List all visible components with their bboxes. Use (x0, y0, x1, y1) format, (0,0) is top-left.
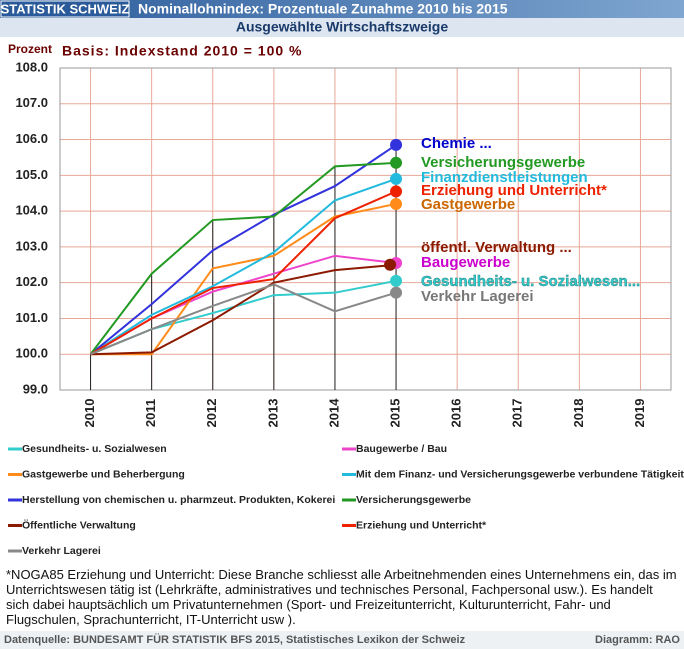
x-tick-label: 2013 (265, 399, 280, 428)
legend-label: Verkehr Lagerei (22, 545, 101, 557)
y-tick-label: 106.0 (15, 131, 48, 146)
subtitle-bar (0, 18, 684, 37)
plot-frame (59, 67, 672, 391)
series-line (90, 190, 397, 356)
series-end-label: Verkehr Lagerei (421, 288, 534, 305)
series-end-label: öffentl. Verwaltung ... (421, 239, 572, 256)
series-line (89, 161, 397, 355)
series-line (89, 144, 397, 355)
end-marker (390, 197, 403, 210)
source-bar (0, 631, 684, 649)
header-bar (0, 0, 684, 18)
x-tick-label: 2015 (387, 399, 402, 428)
x-tick-label: 2018 (571, 399, 586, 428)
legend-label: Herstellung von chemischen u. pharmzeut.… (22, 494, 335, 506)
series-end-label: Baugewerbe (421, 254, 510, 271)
end-marker (390, 172, 403, 185)
chart-subtitle: Ausgewählte Wirtschaftszweige (236, 19, 448, 35)
end-marker (384, 258, 397, 271)
legend-label: Gesundheits- u. Sozialwesen (22, 443, 167, 455)
x-tick-label: 2019 (632, 399, 647, 428)
end-marker (390, 138, 403, 151)
credit: Diagramm: RAO (595, 634, 680, 646)
y-tick-label: 100.0 (15, 346, 48, 361)
y-axis-label: Prozent (8, 42, 52, 56)
annotation: Basis: Indexstand 2010 = 100 % (62, 43, 303, 59)
legend-label: Öffentliche Verwaltung (22, 518, 136, 531)
legend-label: Mit dem Finanz- und Versicherungsgewerbe… (356, 468, 684, 480)
y-tick-label: 103.0 (15, 238, 48, 253)
series-end-label: Finanzdienstleistungen (421, 169, 588, 186)
y-tick-label: 101.0 (15, 310, 48, 325)
end-marker (390, 286, 403, 299)
footnote: *NOGA85 Erziehung und Unterricht: Diese … (6, 567, 677, 627)
series-line (90, 263, 397, 356)
end-marker (390, 274, 403, 287)
x-tick-label: 2010 (82, 399, 97, 428)
header-left: STATISTIK SCHWEIZ (1, 1, 130, 16)
x-tick-label: 2014 (326, 398, 341, 428)
x-tick-label: 2012 (204, 399, 219, 428)
series-end-label: Gastgewerbe (421, 196, 515, 213)
series-line (90, 283, 397, 356)
series-end-label: Erziehung und Unterricht* (421, 182, 607, 199)
y-tick-label: 99.0 (23, 381, 48, 396)
legend-label: Baugewerbe / Bau (356, 443, 447, 455)
series-line (90, 202, 397, 356)
source: Datenquelle: BUNDESAMT FÜR STATISTIK BFS… (4, 633, 466, 646)
end-marker (390, 156, 403, 169)
end-marker (390, 185, 403, 198)
y-tick-label: 104.0 (15, 203, 48, 218)
y-tick-label: 108.0 (15, 59, 48, 74)
x-tick-label: 2016 (449, 399, 464, 428)
chart-title: Nominallohnindex: Prozentuale Zunahme 20… (138, 1, 508, 17)
series-line (90, 177, 397, 356)
y-tick-label: 107.0 (15, 95, 48, 110)
y-tick-label: 102.0 (15, 274, 48, 289)
legend-label: Erziehung und Unterricht* (356, 519, 487, 531)
series-end-label: Versicherungsgewerbe (421, 154, 585, 171)
series-end-label: Chemie ... (421, 135, 492, 152)
x-tick-label: 2011 (143, 399, 158, 427)
y-tick-label: 105.0 (15, 167, 48, 182)
legend-label: Versicherungsgewerbe (356, 494, 471, 506)
header-logo (0, 0, 130, 18)
legend-label: Gastgewerbe und Beherbergung (22, 468, 185, 480)
series-end-label: Gesundheits- u. Sozialwesen... (421, 273, 640, 290)
x-tick-label: 2017 (510, 399, 525, 428)
